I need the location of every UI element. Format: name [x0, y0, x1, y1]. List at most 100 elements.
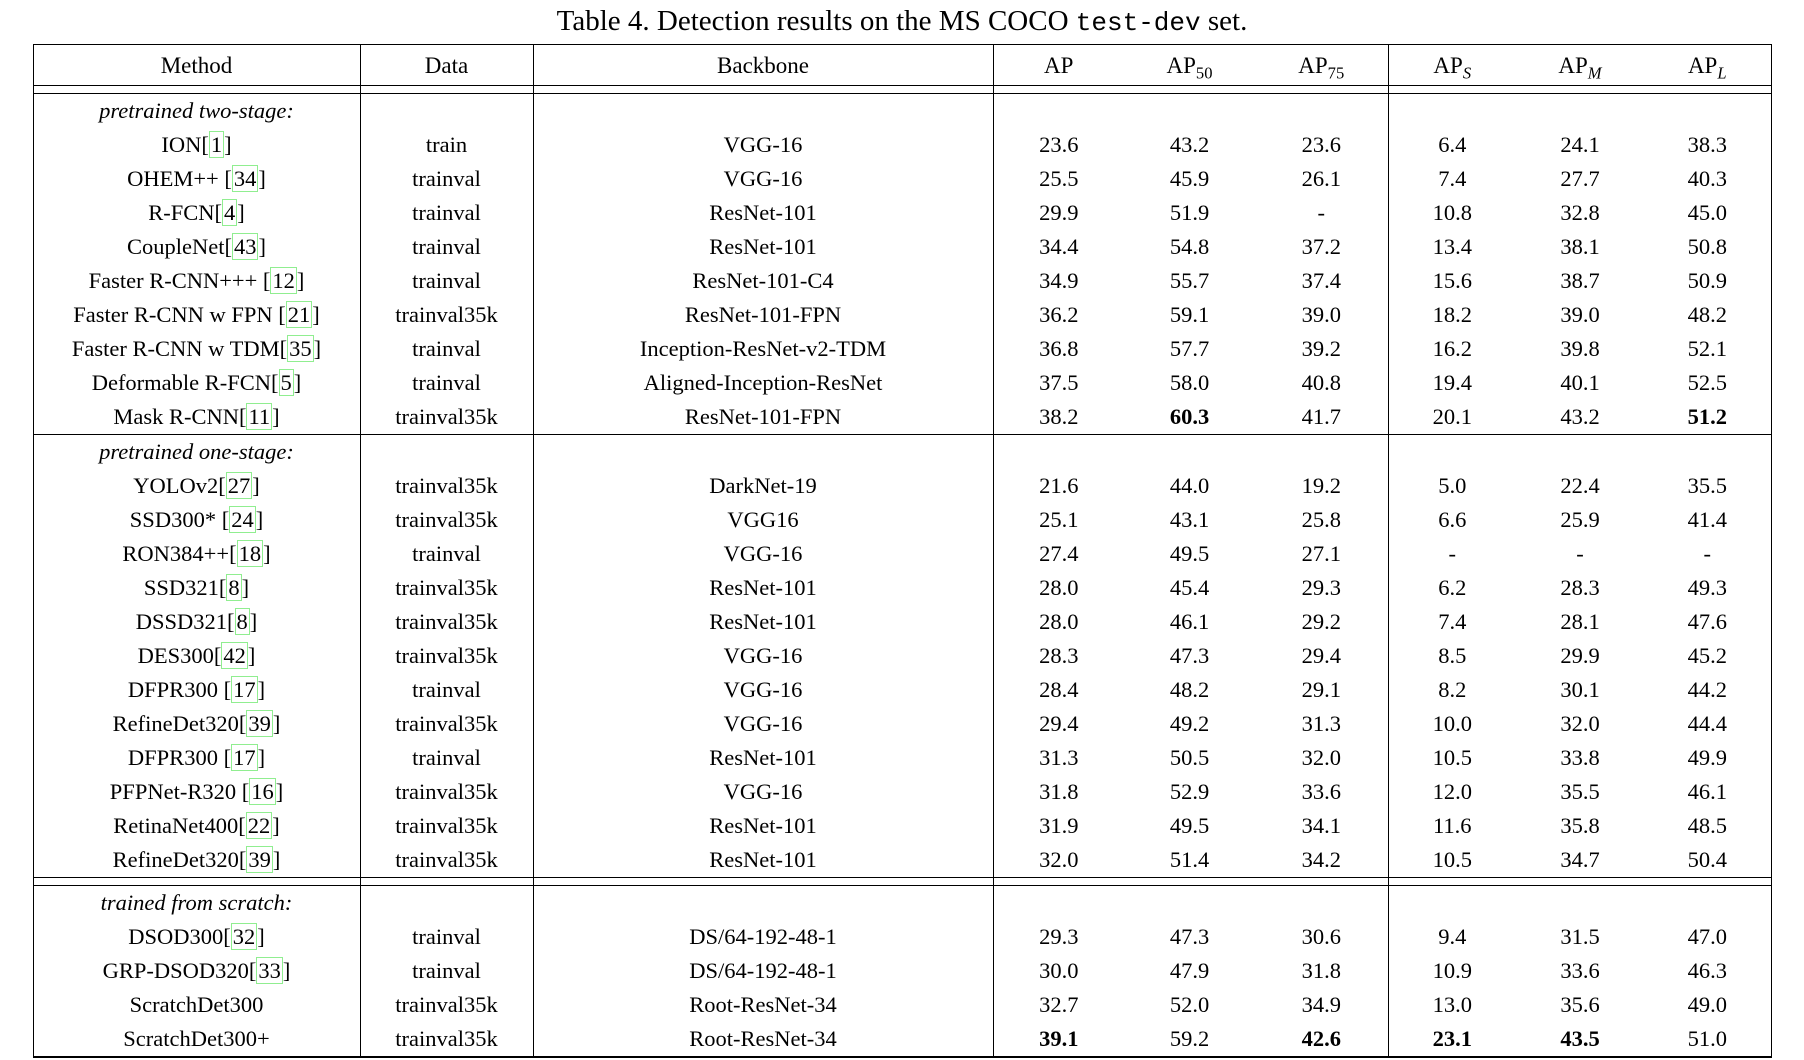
empty-cell: [360, 93, 534, 128]
citation-link[interactable]: 24: [229, 505, 256, 533]
data-cell: trainval: [360, 673, 534, 707]
citation-link[interactable]: 1: [208, 130, 225, 158]
metric-cell: 36.2: [1039, 301, 1079, 327]
metric-cell: 13.4: [1432, 233, 1472, 259]
backbone-cell: DS/64-192-48-1: [533, 954, 994, 988]
metric-cell: 8.2: [1438, 676, 1467, 702]
backbone-cell: ResNet-101-FPN: [533, 298, 994, 332]
citation-link[interactable]: 33: [256, 956, 283, 984]
method-name: Faster R-CNN w FPN: [73, 301, 279, 327]
data-cell: trainval: [360, 366, 534, 400]
table-row: ScratchDet300+ trainval35k Root-ResNet-34 3…: [33, 1022, 1771, 1057]
table-row: DSOD300[32] trainval DS/64-192-48-1 29.3 47.…: [33, 920, 1771, 954]
empty-cell: [533, 434, 994, 469]
backbone-cell: VGG-16: [533, 639, 994, 673]
backbone-cell: VGG-16: [533, 162, 994, 196]
citation-link[interactable]: 8: [226, 573, 242, 601]
citation-link[interactable]: 5: [278, 368, 294, 396]
table-row: Mask R-CNN[11] trainval35k ResNet-101-FPN 3…: [33, 400, 1771, 435]
method-cell: RON384++[18]: [33, 537, 361, 571]
metric-cell: 38.2: [1039, 403, 1079, 429]
section-header-row: pretrained one-stage:: [33, 434, 1771, 469]
method-cell: DFPR300 [17]: [33, 673, 361, 707]
section-label: pretrained two-stage:: [99, 97, 294, 123]
metric-cell: 31.3: [1039, 744, 1079, 770]
metric-cell: 50.8: [1687, 233, 1727, 259]
column-header-subscript: 75: [1327, 63, 1345, 83]
column-header-aps: APS: [1388, 44, 1516, 86]
method-cell: RefineDet320[39]: [33, 707, 361, 741]
empty-cell: [360, 885, 534, 920]
table-row: GRP-DSOD320[33] trainval DS/64-192-48-1 30.…: [33, 954, 1771, 988]
method-name: SSD321: [143, 574, 219, 600]
citation-link[interactable]: 32: [230, 922, 258, 950]
citation-link[interactable]: 11: [246, 402, 273, 430]
metric-cell: 35.5: [1687, 472, 1727, 498]
metric-cell: 51.4: [1169, 846, 1210, 872]
citation-link[interactable]: 8: [234, 607, 250, 635]
citation-link[interactable]: 21: [285, 300, 313, 328]
metric-cell: 47.0: [1687, 923, 1727, 949]
backbone-cell: ResNet-101-C4: [533, 264, 994, 298]
citation-link[interactable]: 22: [245, 811, 273, 839]
citation-link[interactable]: 12: [270, 266, 297, 294]
method-cell: DSOD300[32]: [33, 920, 361, 954]
metric-cell: 23.6: [1255, 128, 1389, 162]
citation-link[interactable]: 27: [225, 471, 253, 499]
data-cell: trainval35k: [360, 400, 534, 435]
section-label-cell: pretrained one-stage:: [33, 434, 361, 469]
citation-link[interactable]: 16: [249, 777, 276, 805]
metric-cell: 16.2: [1432, 335, 1472, 361]
column-header-backbone: Backbone: [533, 44, 994, 86]
citation-link[interactable]: 42: [221, 641, 248, 669]
method-cell: ION[1]: [33, 128, 361, 162]
method-cell: ScratchDet300: [33, 988, 361, 1022]
backbone-cell: ResNet-101: [533, 230, 994, 264]
citation-link[interactable]: 35: [287, 334, 314, 362]
metric-cell: 15.6: [1432, 267, 1472, 293]
metric-cell: 23.1: [1432, 1025, 1472, 1051]
method-name: RefineDet320: [112, 846, 239, 872]
metric-cell: 38.1: [1560, 233, 1600, 259]
citation-link[interactable]: 4: [222, 198, 238, 226]
column-header-label: Method: [160, 52, 233, 78]
metric-cell: 21.6: [1039, 472, 1079, 498]
metric-cell: 42.6: [1255, 1022, 1389, 1057]
citation-link[interactable]: 18: [236, 539, 264, 567]
metric-cell: 35.8: [1560, 812, 1600, 838]
metric-cell: 32.8: [1560, 199, 1600, 225]
metric-cell: 11.6: [1432, 812, 1472, 838]
column-header-subscript: M: [1587, 63, 1602, 83]
metric-cell: 5.0: [1438, 472, 1467, 498]
empty-cell: [1124, 434, 1255, 469]
citation-link[interactable]: 43: [231, 232, 259, 260]
column-header-label: Backbone: [717, 52, 809, 78]
citation-link[interactable]: 17: [231, 743, 258, 771]
metric-cell: 8.5: [1438, 642, 1467, 668]
citation-link[interactable]: 39: [246, 709, 273, 737]
table-row: SSD321[8] trainval35k ResNet-101 28.0 45.4 29…: [33, 571, 1771, 605]
data-cell: trainval: [360, 162, 534, 196]
citation-link[interactable]: 39: [246, 845, 273, 873]
column-header-label: AP: [1044, 52, 1074, 78]
citation-link[interactable]: 17: [231, 675, 258, 703]
method-name: RetinaNet400: [113, 812, 239, 838]
method-cell: Faster R-CNN w FPN [21]: [33, 298, 361, 332]
method-name: Faster R-CNN w TDM: [71, 335, 280, 361]
metric-cell: 55.7: [1169, 267, 1210, 293]
method-name: ScratchDet300+: [123, 1025, 270, 1051]
metric-cell: 49.5: [1169, 540, 1210, 566]
results-table-body: Method Data Backbone AP AP50 AP75 APS APM APL pre…: [33, 44, 1771, 1057]
column-header-subscript: L: [1717, 63, 1727, 83]
double-rule-spacer: [33, 877, 1771, 886]
citation-link[interactable]: 34: [231, 164, 259, 192]
metric-cell: 34.1: [1255, 809, 1389, 843]
method-cell: Faster R-CNN w TDM[35]: [33, 332, 361, 366]
column-header-apl: APL: [1644, 44, 1771, 86]
metric-cell: 60.3: [1169, 403, 1210, 429]
table-row: PFPNet-R320 [16] trainval35k VGG-16 31.8 52.…: [33, 775, 1771, 809]
empty-cell: [1388, 94, 1516, 129]
backbone-cell: ResNet-101-FPN: [533, 400, 994, 435]
method-cell: Deformable R-FCN[5]: [33, 366, 361, 400]
metric-cell: 28.3: [1560, 574, 1600, 600]
